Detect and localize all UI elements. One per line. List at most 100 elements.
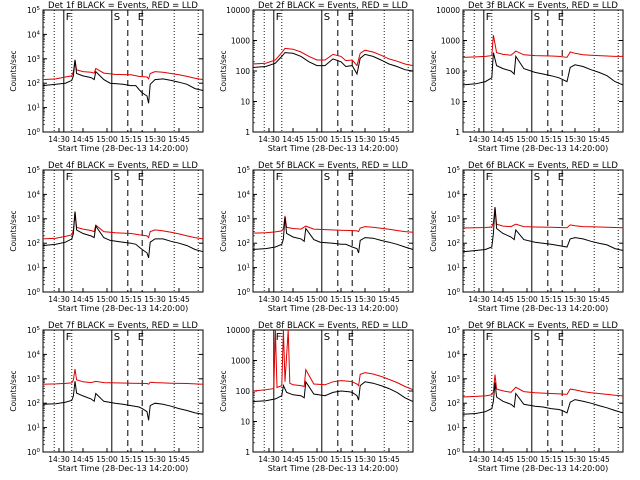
interval-marker-s: S [114, 12, 120, 23]
y-axis-label: Counts/sec [9, 370, 18, 411]
chart-title: Det 3f BLACK = Events, RED = LLD [468, 1, 618, 11]
x-axis-label: Start Time (28-Dec-13 14:20:00) [478, 464, 609, 473]
y-axis-label: Counts/sec [429, 370, 438, 411]
y-tick-exponent: 4 [247, 190, 251, 196]
interval-marker-s: S [114, 332, 120, 343]
interval-marker-f: F [66, 332, 72, 343]
y-tick-exponent: 0 [37, 288, 41, 294]
y-tick-exponent: 1 [247, 264, 251, 270]
x-tick-label: 14:30 [48, 295, 70, 304]
x-tick-label: 15:00 [516, 135, 538, 144]
x-tick-label: 15:15 [120, 455, 142, 464]
y-tick-label: 100 [236, 67, 251, 76]
x-tick-label: 15:30 [354, 455, 376, 464]
y-tick-exponent: 1 [37, 424, 41, 430]
x-tick-label: 15:00 [96, 295, 118, 304]
x-tick-label: 15:15 [330, 455, 352, 464]
x-tick-label: 15:00 [306, 455, 328, 464]
chart-title: Det 2f BLACK = Events, RED = LLD [258, 1, 408, 11]
interval-marker-f: F [276, 12, 282, 23]
y-tick-label: 100 [27, 128, 41, 137]
series-line-lld [462, 374, 624, 398]
x-tick-label: 14:45 [72, 455, 94, 464]
x-tick-label: 15:45 [588, 455, 610, 464]
x-tick-label: 15:00 [516, 295, 538, 304]
plot-frame [252, 329, 414, 453]
x-axis-label: Start Time (28-Dec-13 14:20:00) [268, 144, 399, 153]
x-tick-label: 14:45 [492, 295, 514, 304]
x-tick-label: 14:45 [282, 295, 304, 304]
chart-title: Det 6f BLACK = Events, RED = LLD [468, 161, 618, 171]
y-tick-label: 100 [27, 448, 41, 457]
y-tick-label: 10000 [436, 6, 460, 15]
y-tick-label: 10 [450, 98, 460, 107]
interval-marker-e: E [348, 172, 354, 183]
x-tick-label: 14:45 [72, 135, 94, 144]
x-tick-label: 15:45 [168, 295, 190, 304]
y-tick-label: 100 [446, 67, 461, 76]
y-tick-exponent: 1 [457, 264, 461, 270]
y-tick-label: 105 [27, 326, 41, 335]
y-tick-label: 101 [447, 424, 460, 433]
series-line-events [462, 52, 624, 86]
interval-marker-s: S [534, 12, 540, 23]
x-tick-label: 14:30 [468, 135, 490, 144]
y-tick-label: 1000 [441, 37, 460, 46]
x-axis-label: Start Time (28-Dec-13 14:20:00) [58, 144, 189, 153]
y-tick-exponent: 5 [457, 166, 461, 172]
x-tick-label: 14:30 [258, 295, 280, 304]
y-tick-exponent: 5 [37, 326, 41, 332]
chart-title: Det 8f BLACK = Events, RED = LLD [258, 321, 408, 331]
y-tick-label: 102 [237, 239, 250, 248]
y-tick-label: 10000 [226, 326, 250, 335]
interval-marker-e: E [558, 12, 564, 23]
y-tick-exponent: 4 [37, 190, 41, 196]
y-axis-label: Counts/sec [9, 210, 18, 251]
x-tick-label: 15:30 [144, 455, 166, 464]
x-tick-label: 14:45 [282, 135, 304, 144]
y-tick-label: 104 [27, 190, 41, 199]
x-tick-label: 15:15 [120, 135, 142, 144]
y-tick-exponent: 2 [37, 239, 41, 245]
y-tick-label: 101 [27, 264, 40, 273]
chart-panel-9: Det 9f BLACK = Events, RED = LLD10010110… [429, 321, 624, 473]
y-tick-exponent: 5 [37, 6, 41, 12]
interval-marker-e: E [348, 12, 354, 23]
y-tick-label: 10 [240, 98, 250, 107]
x-tick-label: 15:15 [330, 135, 352, 144]
y-tick-exponent: 1 [37, 264, 41, 270]
y-tick-exponent: 2 [37, 399, 41, 405]
interval-marker-f: F [66, 12, 72, 23]
x-axis-label: Start Time (28-Dec-13 14:20:00) [478, 144, 609, 153]
y-tick-exponent: 3 [37, 375, 41, 381]
x-tick-label: 14:45 [492, 135, 514, 144]
series-line-lld [252, 329, 414, 392]
series-line-events [42, 211, 204, 259]
y-tick-label: 101 [237, 264, 250, 273]
y-tick-exponent: 1 [37, 104, 41, 110]
x-tick-label: 14:30 [258, 135, 280, 144]
y-tick-exponent: 3 [247, 215, 251, 221]
chart-title: Det 7f BLACK = Events, RED = LLD [48, 321, 198, 331]
y-tick-exponent: 0 [247, 288, 251, 294]
interval-marker-f: F [276, 172, 282, 183]
chart-panel-6: Det 6f BLACK = Events, RED = LLD10010110… [429, 161, 624, 313]
x-tick-label: 15:30 [564, 135, 586, 144]
y-tick-label: 101 [447, 264, 460, 273]
plot-frame [252, 169, 414, 293]
y-tick-exponent: 4 [37, 30, 41, 36]
y-axis-label: Counts/sec [219, 210, 228, 251]
interval-marker-f: F [486, 332, 492, 343]
x-tick-label: 14:30 [48, 135, 70, 144]
interval-marker-f: F [486, 172, 492, 183]
x-axis-label: Start Time (28-Dec-13 14:20:00) [58, 304, 189, 313]
x-tick-label: 14:30 [468, 455, 490, 464]
x-tick-label: 15:45 [168, 455, 190, 464]
y-tick-label: 1000 [231, 37, 250, 46]
y-axis-label: Counts/sec [9, 50, 18, 91]
chart-title: Det 9f BLACK = Events, RED = LLD [468, 321, 618, 331]
y-tick-label: 103 [447, 375, 461, 384]
series-line-events [252, 216, 414, 254]
x-tick-label: 15:15 [540, 455, 562, 464]
